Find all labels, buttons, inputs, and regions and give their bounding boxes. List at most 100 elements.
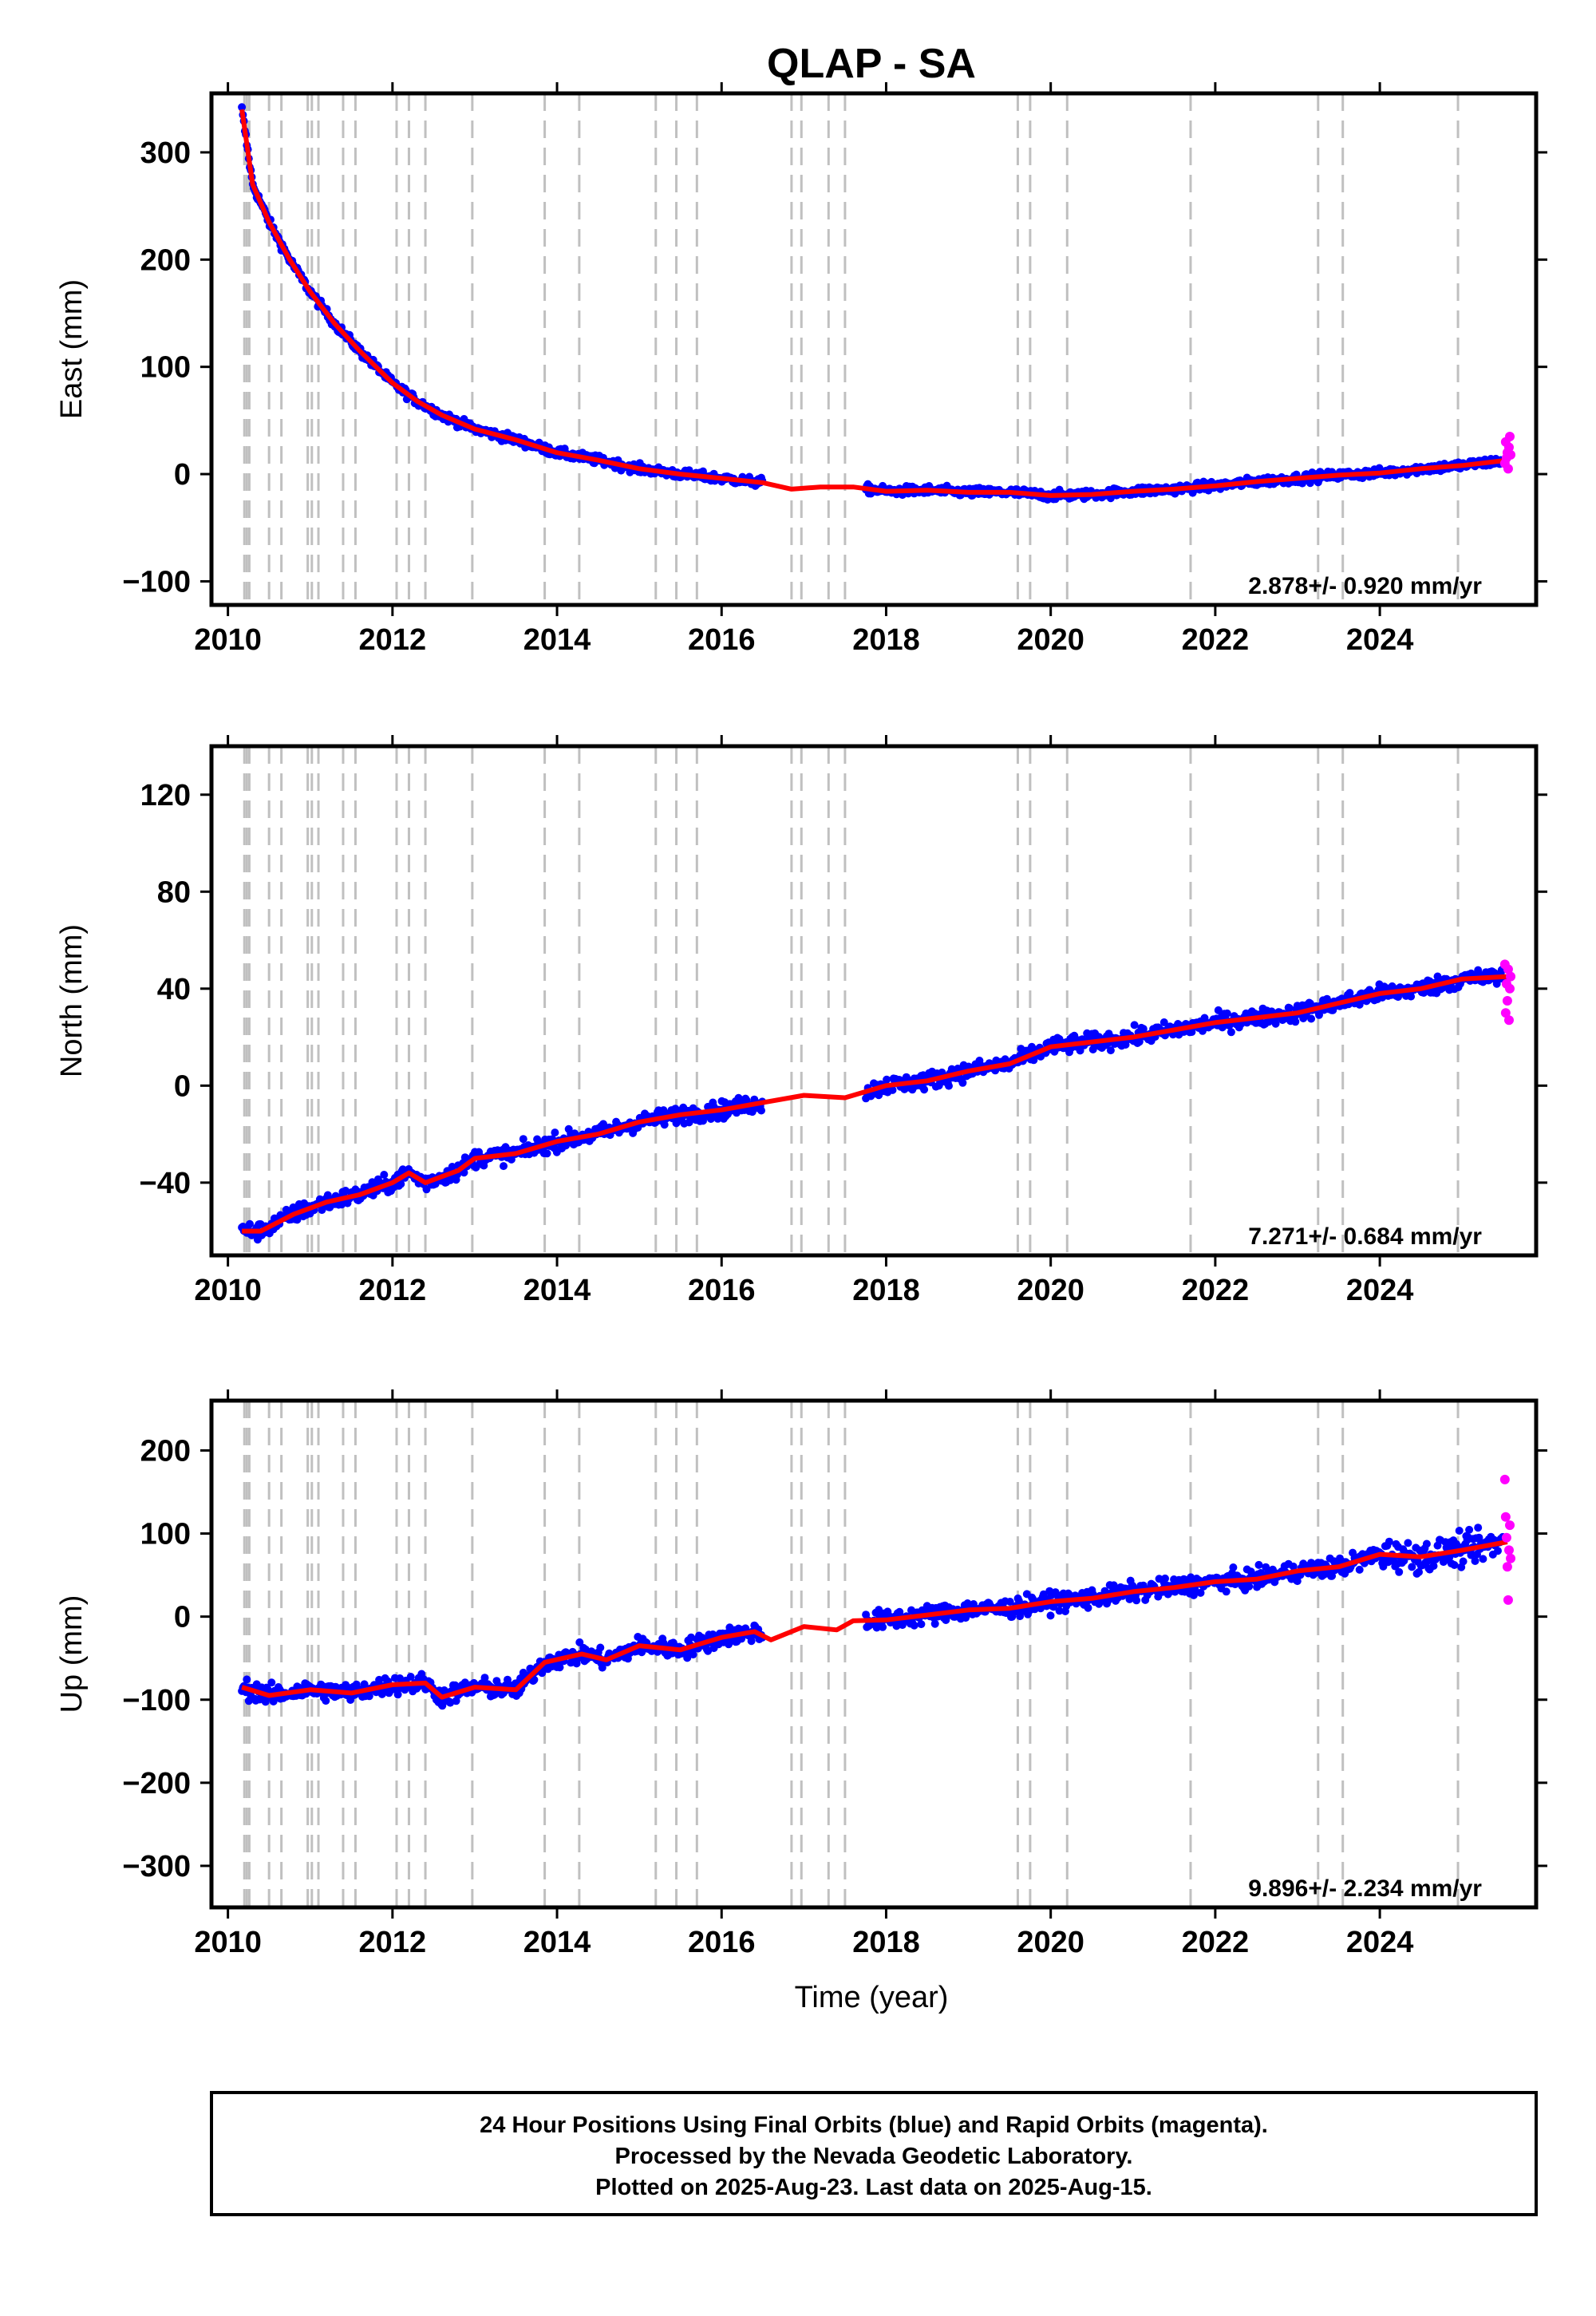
- offset-lines: [243, 93, 1460, 605]
- final-orbit-point: [1407, 992, 1416, 1001]
- caption-box: 24 Hour Positions Using Final Orbits (bl…: [210, 2091, 1538, 2216]
- final-orbit-point: [519, 1135, 527, 1144]
- final-orbit-point: [507, 1155, 516, 1164]
- final-orbit-point: [1459, 1557, 1468, 1566]
- plot-frame: [209, 1398, 1539, 1910]
- x-tick-label: 2014: [523, 623, 591, 657]
- rapid-orbit-point: [1503, 464, 1513, 474]
- y-tick-label: −300: [122, 1850, 191, 1883]
- velocity-label: 7.271+/- 0.684 mm/yr: [1248, 1223, 1482, 1250]
- final-orbit-point: [920, 1085, 929, 1094]
- final-orbit-point: [555, 1663, 564, 1672]
- final-orbit-point: [737, 1634, 746, 1643]
- final-orbit-point: [243, 1675, 251, 1684]
- rapid-orbit-point: [1505, 983, 1515, 994]
- rapid-orbit-point: [1503, 1015, 1514, 1026]
- x-tick-label: 2018: [852, 1274, 920, 1307]
- y-tick-label: 80: [157, 875, 191, 909]
- final-orbit-point: [747, 1637, 756, 1646]
- rapid-orbit-point: [1505, 432, 1515, 442]
- final-orbit-point: [1408, 1563, 1416, 1571]
- final-orbit-point: [1254, 1560, 1263, 1569]
- final-orbit-point: [530, 1675, 539, 1684]
- final-orbit-point: [1046, 1611, 1055, 1620]
- x-tick-label: 2010: [194, 623, 262, 657]
- y-tick-label: 0: [174, 1601, 191, 1634]
- final-orbit-points: [238, 103, 1507, 504]
- final-orbit-point: [1494, 1547, 1502, 1555]
- x-tick-label: 2010: [194, 1274, 262, 1307]
- final-orbit-point: [1467, 1551, 1476, 1559]
- final-orbit-point: [1161, 1574, 1169, 1583]
- x-tick-label: 2012: [359, 1926, 427, 1959]
- chart-title: QLAP - SA: [767, 41, 976, 87]
- x-tick-label: 2018: [852, 623, 920, 657]
- final-orbit-point: [1139, 1025, 1148, 1034]
- final-orbit-points: [238, 1524, 1507, 1710]
- final-orbit-point: [1227, 1028, 1235, 1037]
- final-orbit-point: [1307, 1014, 1316, 1023]
- final-orbit-point: [1465, 1525, 1474, 1534]
- model-fit: [242, 974, 1508, 1234]
- offset-lines: [243, 746, 1460, 1255]
- x-tick-label: 2024: [1346, 623, 1414, 657]
- final-orbit-point: [1355, 1565, 1364, 1574]
- x-tick-label: 2020: [1017, 1926, 1084, 1959]
- final-orbit-point: [1291, 1018, 1300, 1026]
- rapid-orbit-point: [1500, 1008, 1511, 1018]
- model-fit-line: [239, 109, 1508, 498]
- rapid-orbit-point: [1503, 1595, 1513, 1605]
- final-orbit-point: [1084, 1603, 1092, 1612]
- final-orbit-point: [500, 1162, 508, 1171]
- final-orbit-point: [393, 1690, 402, 1699]
- caption-line-2: Processed by the Nevada Geodetic Laborat…: [615, 2144, 1133, 2169]
- final-orbit-point: [543, 1149, 551, 1158]
- final-orbit-point: [1132, 1596, 1141, 1605]
- y-tick-label: 0: [174, 1069, 191, 1103]
- x-tick-label: 2016: [688, 1274, 756, 1307]
- final-orbit-point: [1055, 1607, 1064, 1615]
- x-tick-label: 2016: [688, 623, 756, 657]
- x-axis: 2010 2012 2014 2016 2018 2020 2022 2024: [194, 82, 1413, 657]
- final-orbit-point: [1345, 989, 1354, 998]
- up-panel: 2010 2012 2014 2016 2018 2020 2022 2024 −300 −200…: [55, 1389, 1547, 1959]
- model-fit-line: [241, 1539, 1508, 1700]
- final-orbit-point: [397, 1180, 405, 1188]
- rapid-orbit-point: [1505, 1520, 1515, 1531]
- final-orbit-point: [1429, 1562, 1438, 1571]
- final-orbit-point: [910, 1621, 918, 1630]
- final-orbit-point: [406, 1673, 415, 1681]
- final-orbit-point: [1455, 1527, 1464, 1535]
- y-axis: −300 −200 −100 0 100 200: [122, 1434, 1547, 1883]
- x-tick-label: 2014: [523, 1926, 591, 1959]
- rapid-orbit-point: [1506, 971, 1516, 982]
- final-orbit-point: [596, 1643, 605, 1652]
- rapid-orbit-points: [1499, 959, 1516, 1026]
- final-orbit-point: [1289, 1562, 1298, 1571]
- x-tick-label: 2022: [1182, 1274, 1250, 1307]
- rapid-orbit-point: [1500, 1512, 1511, 1522]
- rapid-orbit-points: [1499, 1474, 1516, 1605]
- final-orbit-point: [360, 1680, 369, 1689]
- rapid-orbit-point: [1503, 442, 1514, 453]
- y-tick-label: 120: [140, 779, 191, 812]
- model-fit: [241, 1539, 1508, 1700]
- final-orbit-point: [551, 1128, 559, 1137]
- final-orbit-point: [1415, 1567, 1423, 1576]
- x-axis: 2010 2012 2014 2016 2018 2020 2022 2024: [194, 1389, 1413, 1959]
- x-axis: 2010 2012 2014 2016 2018 2020 2022 2024: [194, 735, 1413, 1307]
- y-tick-label: 0: [174, 458, 191, 492]
- caption-frame: [210, 2091, 1538, 2216]
- final-orbit-point: [742, 1096, 751, 1105]
- x-tick-label: 2018: [852, 1926, 920, 1959]
- final-orbit-point: [748, 1108, 757, 1117]
- plot-frame: [209, 744, 1539, 1258]
- final-orbit-point: [713, 1114, 722, 1123]
- final-orbit-point: [879, 1622, 887, 1631]
- y-tick-label: −100: [122, 1684, 191, 1717]
- final-orbit-point: [1130, 1021, 1139, 1030]
- final-orbit-point: [660, 1120, 669, 1129]
- x-tick-label: 2012: [359, 623, 427, 657]
- final-orbit-point: [1328, 1571, 1337, 1580]
